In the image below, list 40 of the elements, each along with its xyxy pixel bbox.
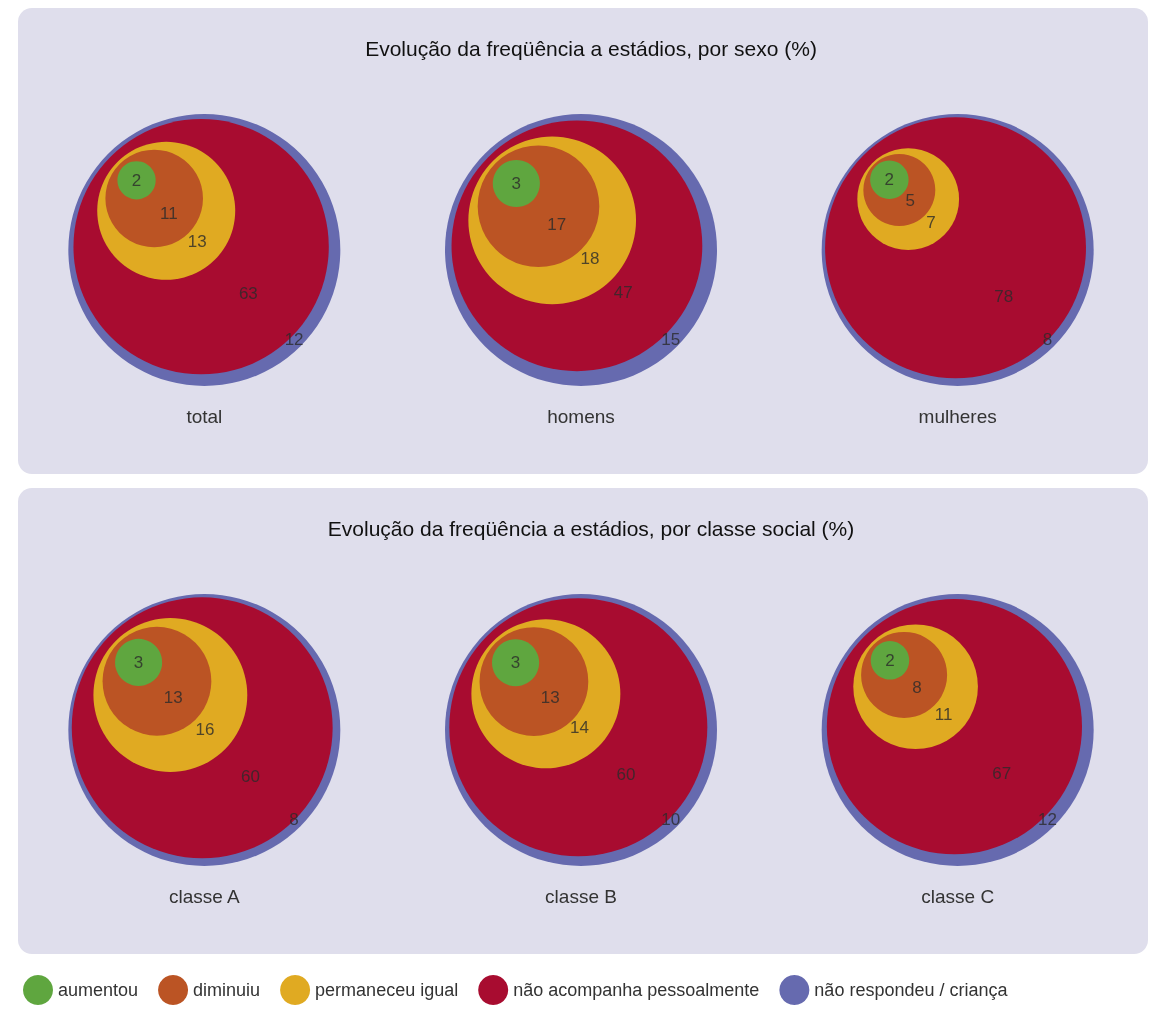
data-label: 18 [580,248,600,268]
data-label: 8 [912,678,922,698]
data-label: 13 [163,688,183,708]
data-label: 12 [1037,810,1057,830]
text: Evolução da freqüência a estádios, por classe social (%) [327,516,855,540]
legend-label: diminuiu [193,980,261,1000]
data-label: 2 [884,170,895,190]
data-label: 7 [926,212,936,232]
data-label: 14 [569,717,589,737]
data-label: 60 [241,766,260,786]
data-label: 15 [661,330,681,350]
data-label: 13 [540,688,560,708]
data-label: 11 [934,705,953,725]
legend-label: aumentou [58,980,139,1000]
category-label: classe B [545,885,617,907]
category-label: total [186,405,223,427]
legend-label: não acompanha pessoalmente [513,980,760,1000]
category-label: homens [547,405,615,427]
category-label: classe A [168,885,241,907]
text: Evolução da freqüência a estádios, por sexo (%) [365,36,817,60]
category-label: classe C [921,885,995,907]
legend-label: permaneceu igual [315,980,459,1000]
data-label: 11 [160,203,178,223]
data-label: 3 [511,173,522,193]
data-label: 2 [131,170,142,190]
data-label: 78 [994,286,1014,306]
data-label: 5 [905,191,915,211]
data-label: 60 [616,765,636,785]
category-label: mulheres [918,405,997,427]
data-label: 12 [284,330,304,350]
data-label: 67 [992,764,1012,784]
data-label: 13 [187,232,207,252]
data-label: 3 [133,652,144,672]
data-label: 17 [547,215,567,235]
legend-label: não respondeu / criança [814,980,1009,1000]
data-label: 3 [510,653,521,673]
data-label: 2 [885,650,895,670]
data-label: 47 [613,282,633,302]
data-label: 16 [195,720,215,740]
data-label: 63 [238,284,258,304]
